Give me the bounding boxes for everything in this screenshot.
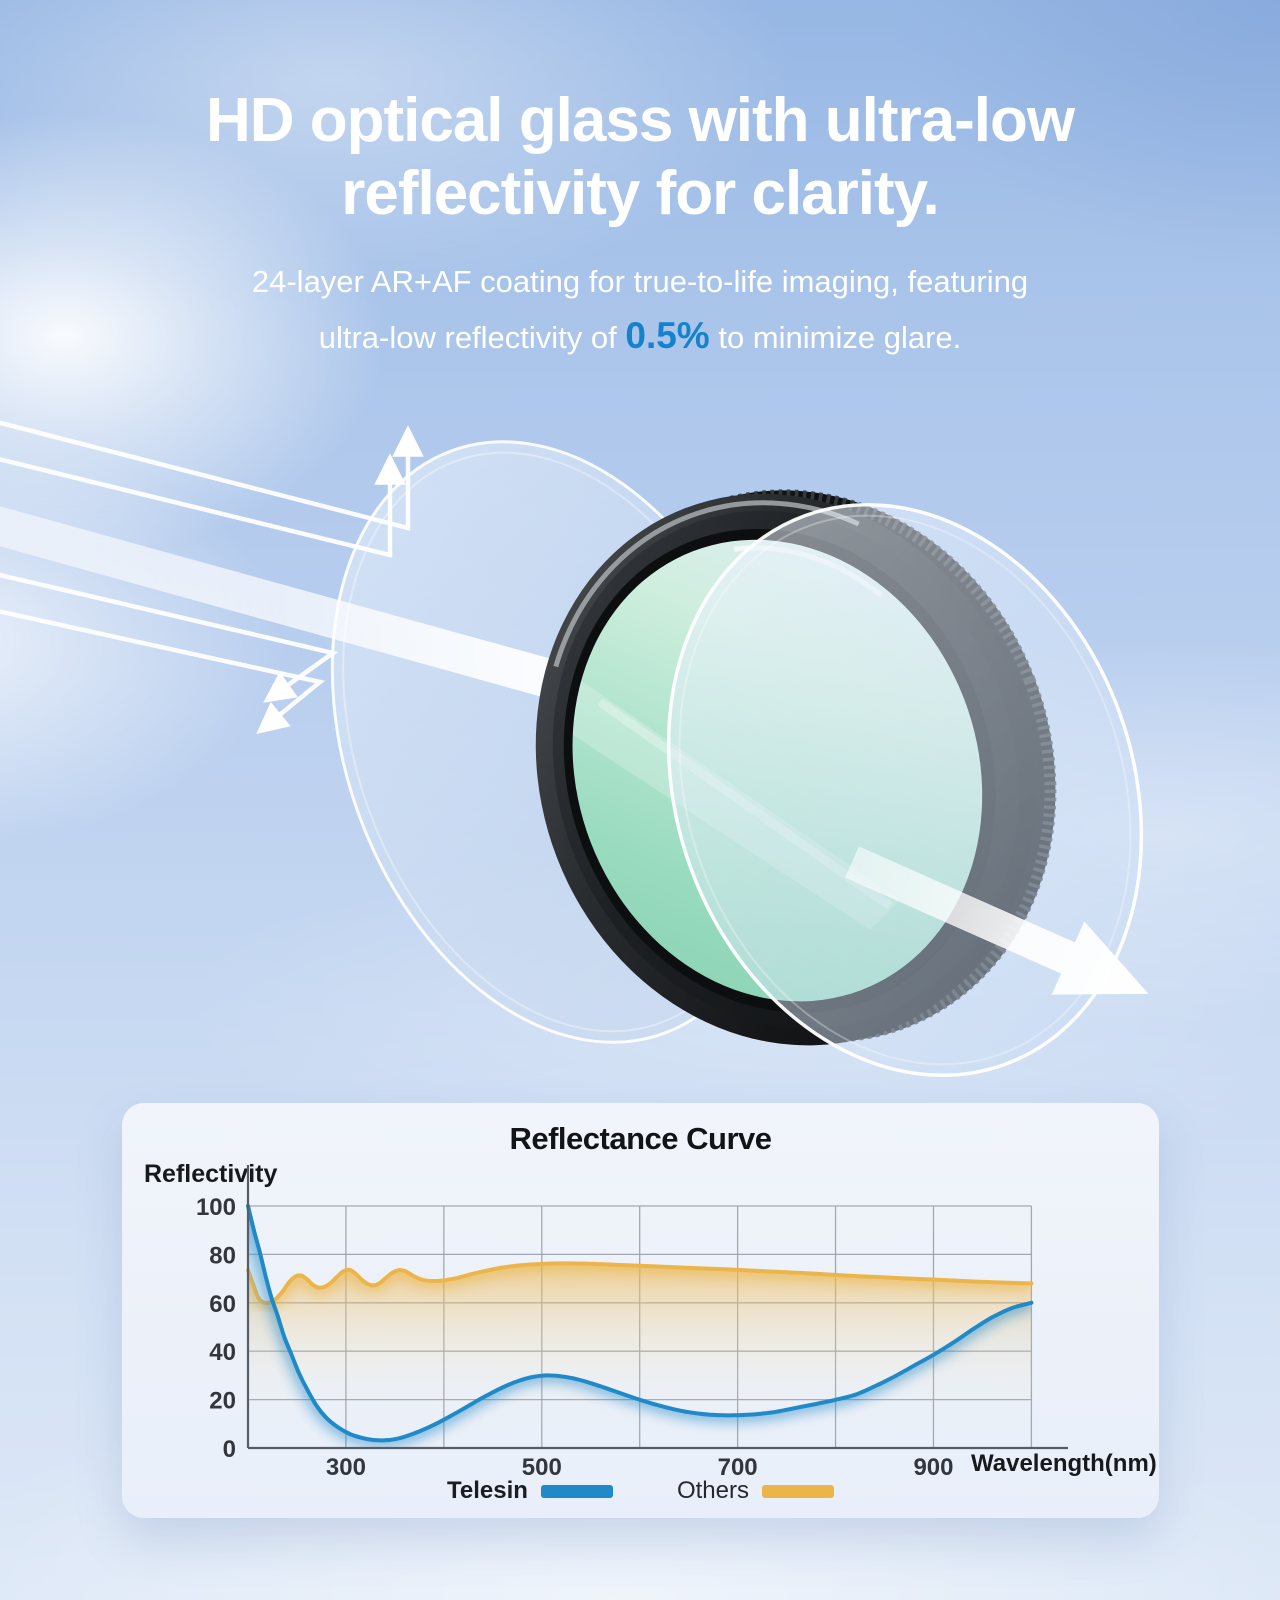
- chart-legend: Telesin Others: [122, 1477, 1159, 1505]
- legend-swatch-others: [761, 1484, 834, 1498]
- page-title-line1: HD optical glass with ultra-low: [205, 86, 1075, 155]
- subtitle-line2: ultra-low reflectivity of 0.5% to minimi…: [0, 307, 1280, 365]
- svg-text:500: 500: [522, 1454, 562, 1481]
- page-subtitle: 24-layer AR+AF coating for true-to-life …: [0, 258, 1280, 365]
- svg-text:700: 700: [718, 1454, 758, 1481]
- svg-text:100: 100: [196, 1194, 236, 1221]
- transmitted-light-arrow-icon: [845, 846, 1149, 995]
- hero-section: HD optical glass with ultra-low reflecti…: [0, 0, 1280, 366]
- reflected-ray-up-icon: [0, 453, 406, 558]
- page-title: HD optical glass with ultra-low reflecti…: [0, 84, 1280, 230]
- subtitle-line2-suffix: to minimize glare.: [709, 320, 962, 356]
- lens-filter-illustration: [0, 420, 1149, 1078]
- legend-item-others: Others: [677, 1477, 834, 1505]
- chart-title: Reflectance Curve: [509, 1121, 772, 1156]
- subtitle-line2-prefix: ultra-low reflectivity of: [318, 320, 626, 356]
- svg-text:20: 20: [209, 1388, 236, 1415]
- x-axis-label: Wavelength(nm): [971, 1450, 1157, 1477]
- svg-text:0: 0: [223, 1436, 236, 1463]
- incident-light-beam: [0, 506, 700, 738]
- legend-item-telesin: Telesin: [447, 1477, 613, 1505]
- svg-text:60: 60: [209, 1291, 236, 1318]
- reflectivity-value-highlight: 0.5%: [625, 315, 710, 357]
- reflected-ray-up-icon: [0, 420, 424, 531]
- svg-text:80: 80: [209, 1242, 236, 1269]
- svg-text:300: 300: [326, 1454, 366, 1481]
- reflected-ray-down-icon: [0, 609, 326, 734]
- legend-swatch-telesin: [540, 1484, 613, 1498]
- svg-text:40: 40: [209, 1339, 236, 1366]
- svg-text:900: 900: [913, 1454, 953, 1481]
- reflected-ray-down-icon: [0, 572, 339, 703]
- reflectance-chart: 100 80 60 40 20 0 300 500 700 900: [196, 1165, 1068, 1481]
- y-axis-label: Reflectivity: [144, 1160, 278, 1188]
- page-title-line2: reflectivity for clarity.: [341, 159, 940, 229]
- legend-label: Telesin: [447, 1477, 528, 1504]
- reflectance-chart-panel: Reflectance Curve Reflectivity 100 80 60 40…: [122, 1103, 1159, 1518]
- subtitle-line1: 24-layer AR+AF coating for true-to-life …: [251, 264, 1029, 300]
- legend-label: Others: [676, 1477, 749, 1504]
